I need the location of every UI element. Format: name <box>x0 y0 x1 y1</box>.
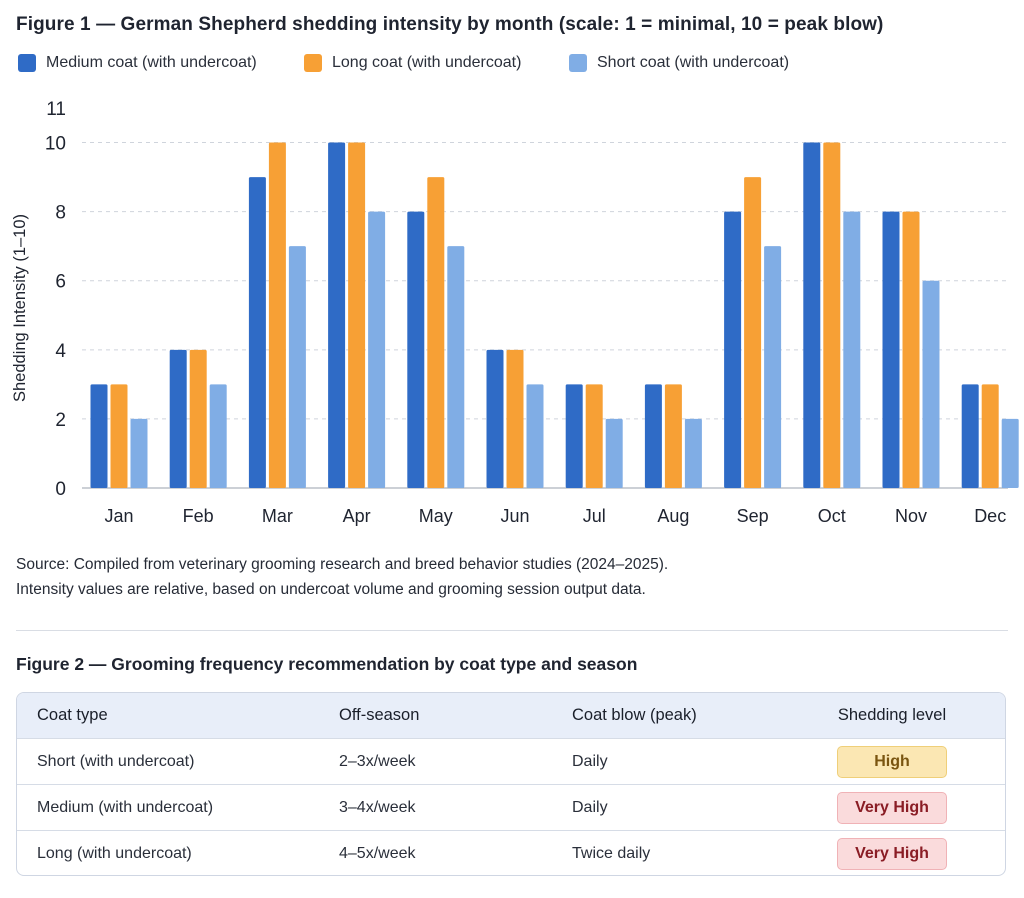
bar-short-dec <box>1001 418 1019 488</box>
cell-shedding-level: High <box>835 739 949 784</box>
bar-short-aug <box>684 418 702 488</box>
cell-coat-type: Short (with undercoat) <box>37 752 195 770</box>
bar-medium-aug <box>644 384 662 488</box>
legend-swatch-short <box>569 54 587 72</box>
shedding-level-badge: High <box>837 745 947 778</box>
bar-medium-may <box>407 211 425 488</box>
bar-short-sep <box>764 246 782 488</box>
header-coat-type: Coat type <box>37 706 108 724</box>
bar-long-jul <box>585 384 603 488</box>
bar-short-nov <box>922 280 940 488</box>
y-tick-label: 10 <box>45 134 66 155</box>
shedding-level-badge: Very High <box>837 837 947 870</box>
bar-short-apr <box>368 211 386 488</box>
table-row: Short (with undercoat) 2–3x/week Daily H… <box>17 738 1005 784</box>
shedding-bar-chart: 0 2 4 6 8 10 11 Shedding Intensity (1–10) Jan Feb… <box>11 99 1019 526</box>
y-tick-label: 8 <box>55 203 66 224</box>
bar-medium-jun <box>486 349 504 488</box>
bar-long-dec <box>981 384 999 488</box>
header-off-season: Off-season <box>339 706 420 724</box>
table-header-row: Coat type Off-season Coat blow (peak) Sh… <box>17 693 1005 738</box>
bar-short-oct <box>843 211 861 488</box>
cell-shedding-level: Very High <box>835 785 949 830</box>
y-tick-label: 0 <box>55 479 66 500</box>
x-tick-label: Nov <box>895 506 927 526</box>
y-tick-label: 11 <box>46 99 66 120</box>
bar-medium-apr <box>328 142 346 488</box>
x-tick-label: Jan <box>104 506 133 526</box>
x-tick-label: Jul <box>583 506 606 526</box>
cell-coat-blow: Twice daily <box>572 844 651 862</box>
y-axis-title: Shedding Intensity (1–10) <box>11 214 29 402</box>
cell-off-season: 4–5x/week <box>339 844 416 862</box>
x-tick-label: Aug <box>657 506 689 526</box>
x-tick-label: Apr <box>343 506 371 526</box>
x-tick-label: May <box>419 506 453 526</box>
bar-long-feb <box>189 349 207 488</box>
header-coat-blow: Coat blow (peak) <box>572 706 697 724</box>
x-tick-label: Feb <box>183 506 214 526</box>
bar-long-jan <box>110 384 128 488</box>
bar-long-apr <box>348 142 366 488</box>
bar-medium-jul <box>565 384 583 488</box>
header-shedding-level: Shedding level <box>837 706 947 724</box>
legend-item-short: Short coat (with undercoat) <box>569 54 789 72</box>
table-row: Medium (with undercoat) 3–4x/week Daily … <box>17 784 1005 830</box>
x-tick-label: Mar <box>262 506 293 526</box>
legend-swatch-medium <box>18 54 36 72</box>
bar-short-feb <box>209 384 227 488</box>
bar-short-mar <box>288 246 306 488</box>
grooming-table: Coat type Off-season Coat blow (peak) Sh… <box>16 692 1006 876</box>
legend-item-medium: Medium coat (with undercoat) <box>18 54 257 72</box>
figure2-title: Figure 2 — Grooming frequency recommenda… <box>16 654 638 674</box>
legend-label-medium: Medium coat (with undercoat) <box>46 54 257 71</box>
bar-medium-oct <box>803 142 821 488</box>
source-line-2: Intensity values are relative, based on … <box>16 581 646 598</box>
legend-swatch-long <box>304 54 322 72</box>
bar-long-oct <box>823 142 841 488</box>
bar-medium-feb <box>169 349 187 488</box>
bar-short-jan <box>130 418 148 488</box>
cell-coat-type: Long (with undercoat) <box>37 844 192 862</box>
shedding-level-badge: Very High <box>837 791 947 824</box>
bar-short-may <box>447 246 465 488</box>
legend-label-short: Short coat (with undercoat) <box>597 54 790 71</box>
cell-shedding-level: Very High <box>835 831 949 875</box>
cell-coat-type: Medium (with undercoat) <box>37 798 214 816</box>
section-divider <box>16 630 1008 631</box>
bar-long-nov <box>902 211 920 488</box>
bar-long-aug <box>664 384 682 488</box>
bar-short-jul <box>605 418 623 488</box>
bar-long-mar <box>268 142 286 488</box>
source-line-1: Source: Compiled from veterinary groomin… <box>16 556 669 573</box>
legend-item-long: Long coat (with undercoat) <box>304 54 521 72</box>
y-tick-label: 6 <box>55 272 66 293</box>
y-tick-label: 2 <box>55 410 66 431</box>
cell-coat-blow: Daily <box>572 798 608 816</box>
legend-label-long: Long coat (with undercoat) <box>332 54 522 71</box>
cell-off-season: 2–3x/week <box>339 752 416 770</box>
bar-medium-jan <box>90 384 108 488</box>
cell-coat-blow: Daily <box>572 752 608 770</box>
figure1-source: Source: Compiled from veterinary groomin… <box>16 552 668 602</box>
x-tick-label: Dec <box>974 506 1006 526</box>
x-tick-label: Oct <box>818 506 846 526</box>
bar-long-jun <box>506 349 524 488</box>
table-row: Long (with undercoat) 4–5x/week Twice da… <box>17 830 1005 875</box>
y-tick-label: 4 <box>55 341 66 362</box>
bar-short-jun <box>526 384 544 488</box>
bar-medium-sep <box>724 211 742 488</box>
bar-medium-mar <box>248 177 266 488</box>
bar-long-sep <box>744 177 762 488</box>
cell-off-season: 3–4x/week <box>339 798 416 816</box>
figure1-title: Figure 1 — German Shepherd shedding inte… <box>16 14 884 35</box>
bar-long-may <box>427 177 445 488</box>
x-tick-label: Jun <box>500 506 529 526</box>
bar-medium-dec <box>961 384 979 488</box>
x-tick-label: Sep <box>737 506 769 526</box>
bar-medium-nov <box>882 211 900 488</box>
